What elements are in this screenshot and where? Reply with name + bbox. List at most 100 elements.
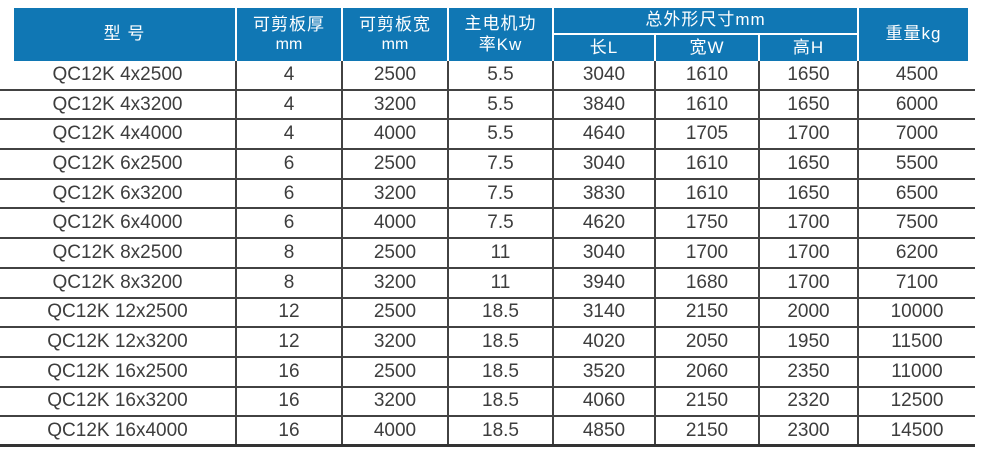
cell-motor-power: 7.5 (447, 179, 552, 208)
cell-weight: 7000 (857, 120, 975, 149)
cell-shear-width: 3200 (341, 328, 447, 356)
cell-length: 3040 (552, 61, 654, 89)
header-plate-width-line1: 可剪板宽 (359, 14, 431, 34)
cell-height: 1700 (758, 268, 857, 297)
cell-model: QC12K 6x3200 (52, 182, 183, 204)
table-body: QC12K 4x2500 4 2500 5.5 3040 1610 1650 4… (0, 61, 975, 447)
table-row: QC12K 4x3200 4 3200 5.5 3840 1610 1650 6… (0, 90, 975, 121)
cell-motor-power: 18.5 (447, 387, 552, 416)
cell-weight: 11000 (857, 357, 975, 386)
cell-width: 1750 (654, 209, 758, 238)
header-power-line2: 率Kw (478, 34, 523, 54)
table-row: QC12K 8x3200 8 3200 11 3940 1680 1700 71… (0, 268, 975, 299)
cell-model: QC12K 8x3200 (52, 271, 183, 293)
cell-motor-power: 11 (447, 239, 552, 267)
cell-motor-power: 5.5 (447, 61, 552, 89)
cell-width: 2150 (654, 298, 758, 327)
cell-weight: 11500 (857, 328, 975, 356)
cell-weight: 4500 (857, 61, 975, 89)
cell-shear-thickness: 6 (235, 150, 341, 178)
header-cell-power: 主电机功 率Kw (447, 8, 552, 61)
header-cell-thickness: 可剪板厚 mm (235, 8, 341, 61)
cell-width: 1610 (654, 179, 758, 208)
cell-shear-thickness: 12 (235, 328, 341, 356)
cell-motor-power: 5.5 (447, 120, 552, 149)
cell-shear-width: 4000 (341, 417, 447, 444)
header-length-label: 长L (589, 37, 619, 57)
header-cell-width: 宽W (654, 33, 758, 61)
header-dims-group-label: 总外形尺寸mm (645, 10, 766, 30)
cell-shear-thickness: 6 (235, 209, 341, 238)
cell-height: 2300 (758, 417, 857, 444)
table-row: QC12K 12x3200 12 3200 18.5 4020 2050 195… (0, 328, 975, 358)
header-power-line1: 主电机功 (464, 14, 537, 34)
table-row: QC12K 16x3200 16 3200 18.5 4060 2150 232… (0, 387, 975, 418)
header-cell-dims-group: 总外形尺寸mm (552, 8, 857, 33)
cell-model: QC12K 4x4000 (52, 123, 183, 145)
cell-model: QC12K 8x2500 (52, 241, 183, 263)
cell-height: 1700 (758, 239, 857, 267)
table-row: QC12K 6x3200 6 3200 7.5 3830 1610 1650 6… (0, 179, 975, 210)
header-cell-model: 型 号 (14, 8, 235, 61)
cell-shear-thickness: 4 (235, 120, 341, 149)
cell-shear-thickness: 16 (235, 417, 341, 444)
cell-height: 1650 (758, 61, 857, 89)
cell-shear-thickness: 12 (235, 298, 341, 327)
cell-weight: 10000 (857, 298, 975, 327)
cell-model: QC12K 16x4000 (47, 419, 188, 441)
cell-shear-width: 3200 (341, 268, 447, 297)
table-row: QC12K 16x4000 16 4000 18.5 4850 2150 230… (0, 417, 975, 447)
header-model-label: 型 号 (103, 24, 146, 44)
cell-shear-thickness: 6 (235, 179, 341, 208)
cell-motor-power: 11 (447, 268, 552, 297)
table-row: QC12K 16x2500 16 2500 18.5 3520 2060 235… (0, 357, 975, 388)
cell-length: 3840 (552, 90, 654, 119)
cell-shear-width: 3200 (341, 387, 447, 416)
cell-motor-power: 7.5 (447, 209, 552, 238)
cell-model: QC12K 16x3200 (47, 390, 188, 412)
cell-shear-thickness: 16 (235, 387, 341, 416)
cell-shear-thickness: 8 (235, 239, 341, 267)
cell-motor-power: 18.5 (447, 357, 552, 386)
cell-width: 2050 (654, 328, 758, 356)
cell-shear-thickness: 8 (235, 268, 341, 297)
cell-shear-width: 2500 (341, 239, 447, 267)
cell-model: QC12K 16x2500 (47, 360, 188, 382)
cell-length: 3040 (552, 239, 654, 267)
cell-length: 4020 (552, 328, 654, 356)
table-row: QC12K 6x4000 6 4000 7.5 4620 1750 1700 7… (0, 209, 975, 240)
cell-model: QC12K 6x4000 (52, 212, 183, 234)
cell-shear-thickness: 4 (235, 61, 341, 89)
cell-height: 1650 (758, 150, 857, 178)
header-cell-length: 长L (552, 33, 654, 61)
cell-shear-thickness: 4 (235, 90, 341, 119)
cell-width: 1610 (654, 61, 758, 89)
cell-shear-width: 2500 (341, 298, 447, 327)
cell-width: 2150 (654, 417, 758, 444)
header-height-label: 高H (792, 37, 825, 57)
table-header: 型 号 可剪板厚 mm 可剪板宽 mm 主电机功 率Kw 总外形尺寸mm 长L … (14, 8, 968, 61)
cell-length: 4060 (552, 387, 654, 416)
cell-shear-thickness: 16 (235, 357, 341, 386)
header-cell-plate-width: 可剪板宽 mm (341, 8, 447, 61)
cell-motor-power: 18.5 (447, 328, 552, 356)
cell-weight: 5500 (857, 150, 975, 178)
cell-model: QC12K 6x2500 (52, 152, 183, 174)
cell-weight: 14500 (857, 417, 975, 444)
cell-model: QC12K 4x2500 (52, 63, 183, 85)
table-row: QC12K 12x2500 12 2500 18.5 3140 2150 200… (0, 298, 975, 329)
cell-shear-width: 4000 (341, 120, 447, 149)
cell-length: 3140 (552, 298, 654, 327)
table-row: QC12K 6x2500 6 2500 7.5 3040 1610 1650 5… (0, 150, 975, 180)
cell-height: 1700 (758, 120, 857, 149)
cell-length: 4640 (552, 120, 654, 149)
cell-length: 4850 (552, 417, 654, 444)
cell-width: 1680 (654, 268, 758, 297)
cell-weight: 7100 (857, 268, 975, 297)
table-row: QC12K 4x4000 4 4000 5.5 4640 1705 1700 7… (0, 120, 975, 151)
cell-height: 2320 (758, 387, 857, 416)
cell-shear-width: 3200 (341, 90, 447, 119)
cell-height: 2350 (758, 357, 857, 386)
cell-length: 3830 (552, 179, 654, 208)
